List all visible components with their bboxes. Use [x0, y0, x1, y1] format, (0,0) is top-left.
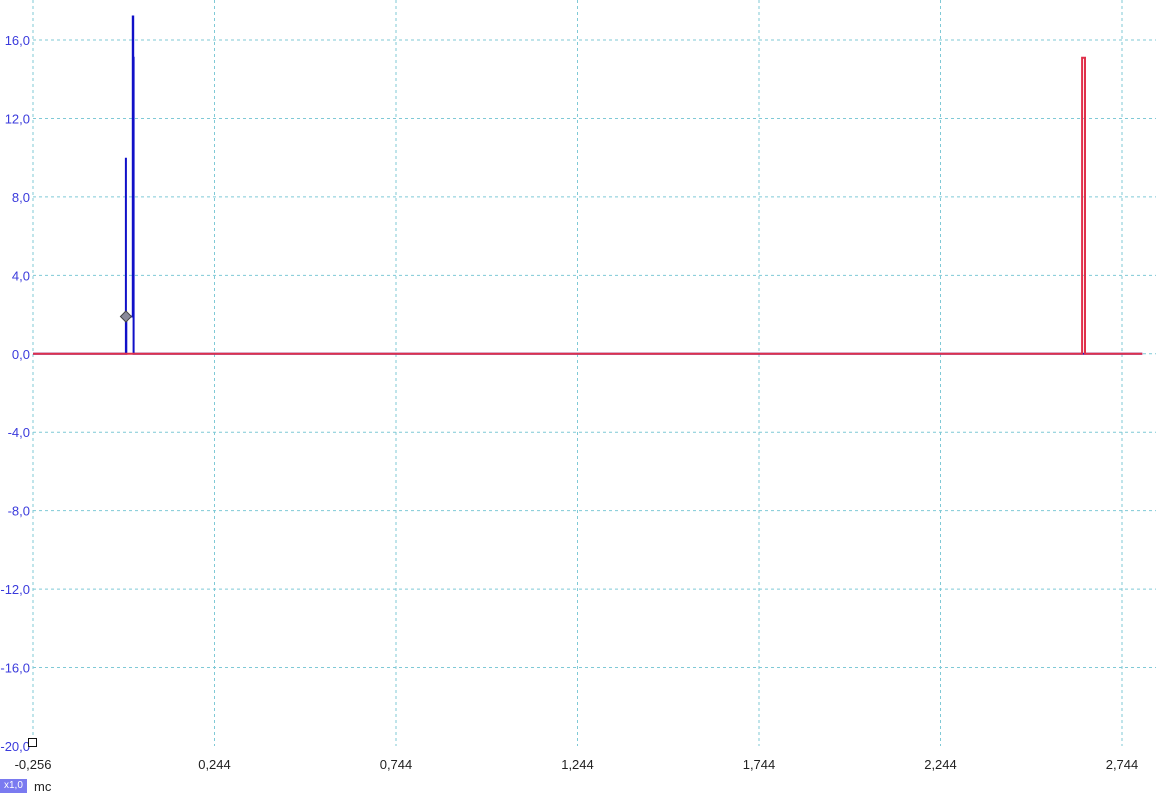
y-tick-label: -20,0: [0, 739, 30, 754]
x-tick-label: 1,744: [743, 757, 776, 772]
x-tick-label: 2,744: [1106, 757, 1139, 772]
series-line-0: [33, 15, 1143, 355]
y-tick-label: 0,0: [12, 347, 30, 362]
x-tick-label: 0,744: [380, 757, 413, 772]
series-line-1: [33, 56, 1143, 355]
y-tick-label: 8,0: [12, 190, 30, 205]
y-tick-label: -4,0: [8, 425, 30, 440]
x-tick-label: -0,256: [15, 757, 52, 772]
x-unit-label: mc: [34, 779, 52, 794]
y-axis-ticks: 16,0 12,0 8,0 4,0 0,0 -4,0 -8,0 -12,0 -16,0 -20,0: [0, 33, 30, 754]
x-tick-label: 1,244: [561, 757, 594, 772]
x-tick-label: 0,244: [198, 757, 231, 772]
x-tick-label: 2,244: [924, 757, 957, 772]
trigger-marker[interactable]: [119, 310, 133, 323]
y-tick-label: 12,0: [5, 111, 30, 126]
y-tick-label: -8,0: [8, 504, 30, 519]
y-tick-label: 16,0: [5, 33, 30, 48]
origin-marker[interactable]: [28, 738, 37, 747]
markers[interactable]: [119, 310, 133, 323]
grid: [32, 0, 1156, 746]
x-axis-ticks: -0,256 0,244 0,744 1,244 1,744 2,244 2,744: [15, 757, 1139, 772]
series: [33, 15, 1143, 355]
y-tick-label: 4,0: [12, 268, 30, 283]
y-tick-label: -16,0: [0, 661, 30, 676]
y-tick-label: -12,0: [0, 582, 30, 597]
scale-badge[interactable]: x1,0: [0, 779, 27, 793]
